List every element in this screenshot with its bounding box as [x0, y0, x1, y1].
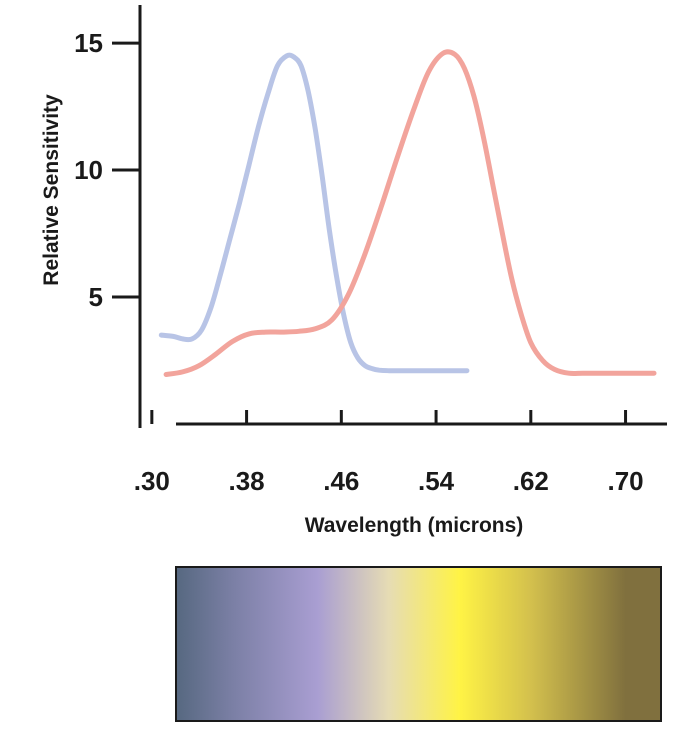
- long-wavelength-curve: [163, 49, 657, 377]
- x-tick-label-70: .70: [607, 466, 643, 496]
- y-axis-ticks: 5 10 15: [74, 28, 140, 312]
- x-axis-ticks: .30 .38 .46 .54 .62 .70: [134, 410, 644, 496]
- x-tick-label-46: .46: [323, 466, 359, 496]
- y-tick-label-5: 5: [89, 282, 103, 312]
- y-tick-label-10: 10: [74, 155, 103, 185]
- spectrum-color-bar: [175, 566, 662, 722]
- x-axis-title: Wavelength (microns): [305, 514, 524, 537]
- series-group: [158, 49, 657, 377]
- x-tick-label-54: .54: [418, 466, 455, 496]
- short-wavelength-curve: [158, 52, 470, 374]
- y-tick-label-15: 15: [74, 28, 103, 58]
- y-axis-title: Relative Sensitivity: [40, 94, 63, 286]
- x-tick-label-62: .62: [513, 466, 549, 496]
- x-tick-label-30: .30: [134, 466, 170, 496]
- axes: [138, 5, 667, 428]
- x-tick-label-38: .38: [229, 466, 265, 496]
